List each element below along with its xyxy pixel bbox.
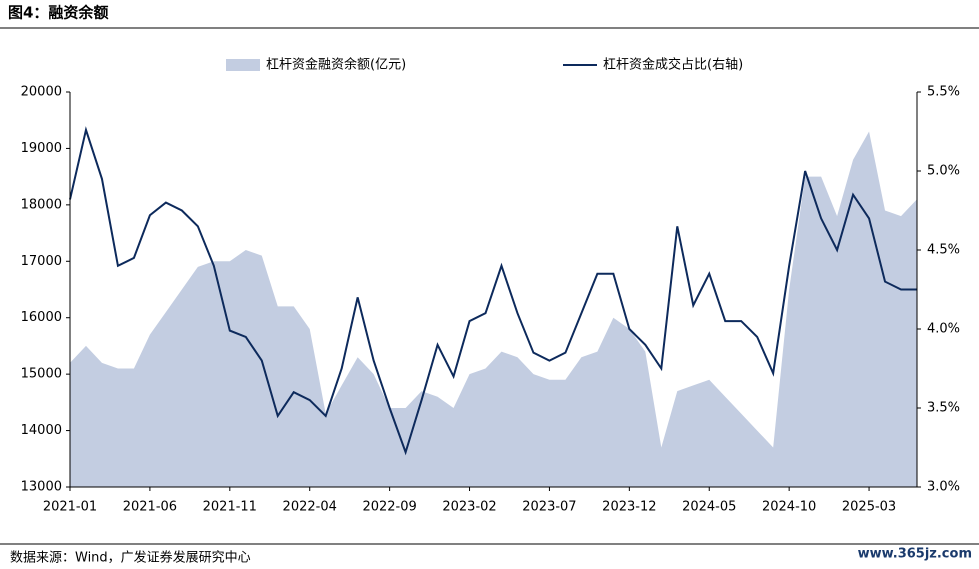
x-tick-label: 2023-12 xyxy=(602,500,656,515)
x-tick-label: 2023-02 xyxy=(442,500,496,515)
x-tick-label: 2022-09 xyxy=(362,500,416,515)
x-tick-label: 2023-07 xyxy=(522,500,576,515)
area xyxy=(70,131,917,487)
legend-swatch xyxy=(226,59,260,71)
legend-label: 杠杆资金融资余额(亿元) xyxy=(266,57,406,73)
y-tick-label: 16000 xyxy=(21,310,62,325)
y-tick-label: 18000 xyxy=(21,197,62,212)
y2-tick-label: 5.5% xyxy=(927,85,960,100)
legend-label: 杠杆资金成交占比(右轴) xyxy=(603,57,743,73)
y-tick-label: 13000 xyxy=(21,480,62,495)
y-tick-label: 14000 xyxy=(21,423,62,438)
y-tick-label: 20000 xyxy=(21,85,62,100)
y-tick-label: 15000 xyxy=(21,367,62,382)
x-tick-label: 2021-06 xyxy=(123,500,177,515)
x-tick-label: 2024-10 xyxy=(762,500,816,515)
line xyxy=(69,126,917,456)
y2-tick-label: 4.0% xyxy=(927,322,960,337)
x-tick-label: 2025-03 xyxy=(842,500,896,515)
y2-tick-label: 4.5% xyxy=(927,243,960,258)
x-tick-label: 2022-04 xyxy=(283,500,337,515)
y-tick-label: 17000 xyxy=(21,254,62,269)
watermark: www.365jz.com xyxy=(858,547,972,562)
y2-tick-label: 3.0% xyxy=(927,480,960,495)
x-tick-label: 2021-01 xyxy=(43,500,97,515)
y2-tick-label: 5.0% xyxy=(927,164,960,179)
x-tick-label: 2024-05 xyxy=(682,500,736,515)
y2-tick-label: 3.5% xyxy=(927,401,960,416)
x-tick-label: 2021-11 xyxy=(203,500,257,515)
page-title: 图4：融资余额 xyxy=(8,4,108,22)
source: 数据来源：Wind，广发证券发展研究中心 xyxy=(10,550,251,566)
y-tick-label: 19000 xyxy=(21,141,62,156)
